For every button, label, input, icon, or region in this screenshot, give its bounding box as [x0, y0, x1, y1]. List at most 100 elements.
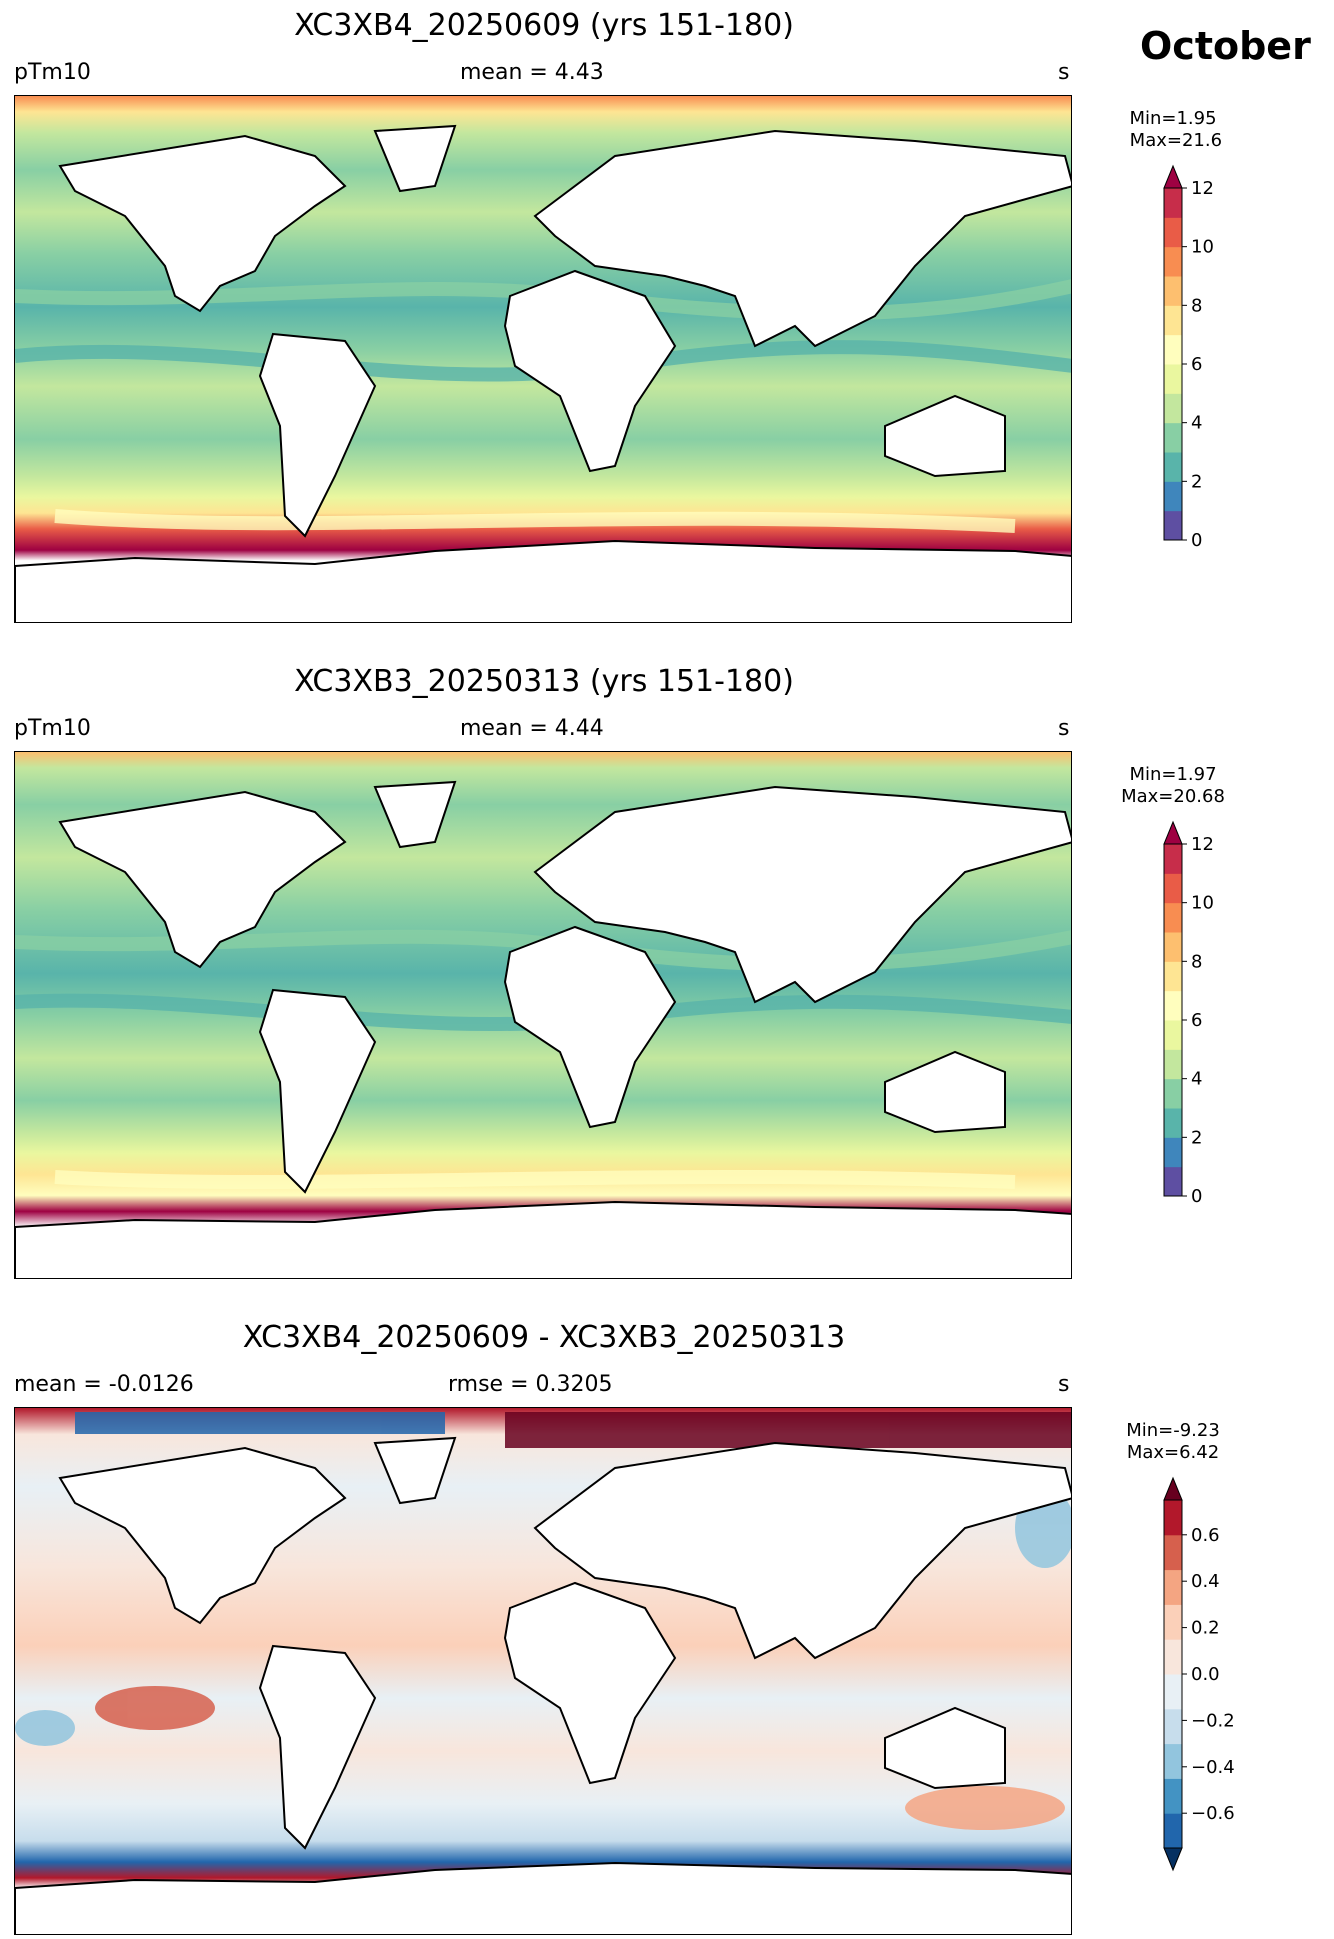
colorbar-segment: [1164, 1534, 1182, 1571]
colorbar-segment: [1164, 932, 1182, 962]
colorbar-segment: [1164, 217, 1182, 248]
panel-3-africa: [503, 1581, 677, 1785]
panel-3-colorbar-svg: −0.6 −0.4 −0.2 0.0 0.2 0.4 0.6: [1163, 1476, 1235, 1872]
colorbar-tick-label: −0.4: [1191, 1757, 1235, 1778]
panel-2-north-america: [58, 790, 347, 969]
colorbar-tick-label: 8: [1191, 951, 1202, 972]
colorbar-tick-label: 2: [1191, 471, 1202, 492]
colorbar-extend-min: [1163, 1847, 1183, 1872]
panel-2-south-america: [258, 988, 377, 1194]
panel-1-australia: [884, 394, 1006, 478]
panel-2-colorbar: 0 2 4 6 8 10 12: [1160, 818, 1240, 1218]
colorbar-segment: [1164, 1708, 1182, 1745]
colorbar-segment: [1164, 902, 1182, 933]
colorbar-segment: [1164, 1639, 1182, 1675]
colorbar-tick-label: 12: [1191, 178, 1214, 199]
panel-3-australia: [884, 1706, 1006, 1790]
panel-1-antarctica: [15, 539, 1071, 622]
colorbar-tick-label: 0.4: [1191, 1571, 1220, 1592]
panel-2-greenland: [373, 780, 457, 849]
colorbar-segment: [1164, 1674, 1182, 1710]
colorbar-tick-label: 12: [1191, 834, 1214, 855]
colorbar-tick-label: 10: [1191, 893, 1214, 914]
panel-3-map: [14, 1407, 1072, 1935]
panel-1-colorbar: 0 2 4 6 8 10 12: [1160, 162, 1240, 562]
colorbar-segment: [1164, 1049, 1182, 1080]
colorbar-segment: [1164, 1813, 1182, 1849]
colorbar-segment: [1164, 452, 1182, 482]
panel-1-map: [14, 95, 1072, 623]
panel-2-landmasses: [15, 780, 1071, 1278]
colorbar-tick-label: 0.6: [1191, 1525, 1220, 1546]
colorbar-segment: [1164, 422, 1182, 453]
colorbar-segment: [1164, 1743, 1182, 1779]
colorbar-segment: [1164, 334, 1182, 365]
colorbar-segment: [1164, 1569, 1182, 1605]
panel-3-mean-label: mean = -0.0126: [14, 1372, 194, 1397]
panel-2-units-label: s: [1058, 716, 1070, 741]
colorbar-tick-label: −0.2: [1191, 1710, 1235, 1731]
panel-1-north-america: [58, 134, 347, 313]
month-title: October: [1140, 24, 1311, 68]
panel-1-greenland: [373, 124, 457, 193]
panel-2-colorbar-svg: 0 2 4 6 8 10 12: [1163, 820, 1214, 1207]
colorbar-tick-label: 0: [1191, 530, 1202, 551]
panel-1-title: XC3XB4_20250609 (yrs 151-180): [294, 8, 794, 43]
colorbar-segment: [1164, 246, 1182, 277]
panel-3-anomaly-patches: [15, 1412, 1071, 1830]
panel-3-eurasia: [533, 1441, 1071, 1660]
colorbar-segment: [1164, 188, 1182, 218]
panel-2-variable-label: pTm10: [14, 716, 91, 741]
colorbar-tick-label: 0.0: [1191, 1664, 1220, 1685]
panel-3-colorbar: −0.6 −0.4 −0.2 0.0 0.2 0.4 0.6: [1160, 1474, 1240, 1874]
colorbar-segment: [1164, 1604, 1182, 1640]
panel-3-map-svg: [15, 1408, 1071, 1934]
panel-3-south-america: [258, 1644, 377, 1850]
colorbar-segment: [1164, 393, 1182, 424]
panel-1-variable-label: pTm10: [14, 60, 91, 85]
colorbar-segment: [1164, 1500, 1182, 1536]
panel-2-antarctica: [15, 1200, 1071, 1278]
colorbar-segment: [1164, 364, 1182, 394]
colorbar-tick-label: 0: [1191, 1186, 1202, 1207]
colorbar-segment: [1164, 1137, 1182, 1168]
panel-3-antarctica: [15, 1861, 1071, 1934]
panel-3-units-label: s: [1058, 1372, 1070, 1397]
colorbar-segment: [1164, 276, 1182, 306]
colorbar-segment: [1164, 873, 1182, 904]
panel-1-south-america: [258, 332, 377, 538]
colorbar-segment: [1164, 1778, 1182, 1814]
colorbar-extend-max: [1163, 1476, 1183, 1501]
panel-2-mean-label: mean = 4.44: [460, 716, 604, 741]
colorbar-tick-label: −0.6: [1191, 1803, 1235, 1824]
colorbar-segment: [1164, 844, 1182, 874]
colorbar-segment: [1164, 1108, 1182, 1138]
panel-1-units-label: s: [1058, 60, 1070, 85]
colorbar-tick-label: 4: [1191, 413, 1202, 434]
colorbar-segment: [1164, 305, 1182, 336]
panel-1-colorbar-svg: 0 2 4 6 8 10 12: [1163, 164, 1214, 551]
colorbar-segment: [1164, 510, 1182, 541]
panel-2-title: XC3XB3_20250313 (yrs 151-180): [294, 664, 794, 699]
colorbar-tick-label: 4: [1191, 1069, 1202, 1090]
colorbar-tick-label: 6: [1191, 354, 1202, 375]
panel-3-rmse-label: rmse = 0.3205: [448, 1372, 613, 1397]
panel-2-eurasia: [533, 785, 1071, 1004]
panel-2-minmax: Min=1.97 Max=20.68: [1121, 764, 1225, 807]
panel-3-minmax: Min=-9.23 Max=6.42: [1126, 1420, 1220, 1463]
panel-3-greenland: [373, 1436, 457, 1505]
colorbar-segment: [1164, 961, 1182, 992]
panel-2-africa: [503, 925, 677, 1129]
colorbar-tick-label: 2: [1191, 1127, 1202, 1148]
colorbar-segment: [1164, 481, 1182, 512]
panel-1-map-svg: [15, 96, 1071, 622]
colorbar-segment: [1164, 1020, 1182, 1050]
colorbar-tick-label: 8: [1191, 295, 1202, 316]
panel-2-australia: [884, 1050, 1006, 1134]
colorbar-extend-max: [1163, 820, 1183, 845]
colorbar-segment: [1164, 1166, 1182, 1197]
colorbar-tick-label: 0.2: [1191, 1618, 1220, 1639]
panel-3-north-america: [58, 1446, 347, 1625]
panel-3-title: XC3XB4_20250609 - XC3XB3_20250313: [242, 1320, 846, 1355]
colorbar-segment: [1164, 990, 1182, 1021]
